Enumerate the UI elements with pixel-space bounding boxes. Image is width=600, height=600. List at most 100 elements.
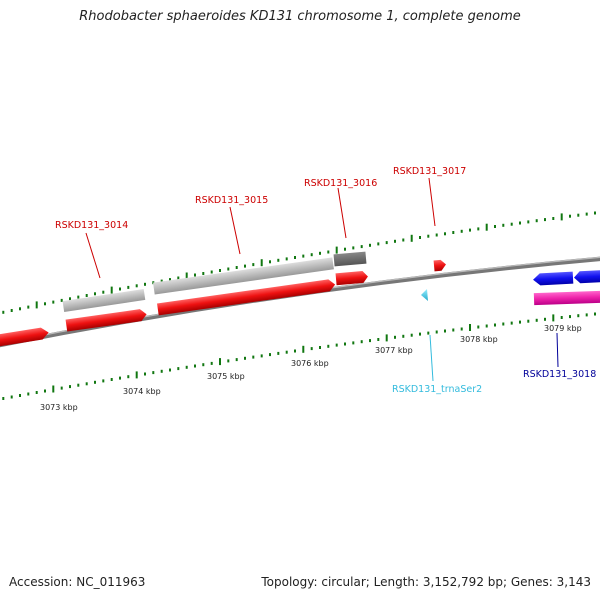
tick-mark [352, 341, 355, 345]
gene-label: RSKD131_3014 [55, 220, 128, 231]
tick-mark [527, 220, 530, 224]
tick-mark [452, 328, 455, 332]
cds-arrow-3014[interactable] [65, 308, 148, 332]
scale-label: 3074 kbp [123, 387, 161, 396]
tick-mark [102, 379, 105, 383]
tick-mark [127, 285, 130, 289]
tick-mark [435, 233, 438, 237]
tick-mark [419, 332, 421, 336]
outer-tick-row [2, 211, 596, 314]
leader-3014 [85, 232, 101, 279]
tick-mark [185, 365, 188, 369]
tick-mark [502, 223, 505, 227]
cds-arrow-left[interactable] [0, 327, 50, 348]
tick-mark [344, 342, 346, 346]
tick-mark [502, 322, 505, 326]
tick-mark [302, 345, 305, 353]
pink-bar-3018[interactable] [533, 290, 600, 306]
trna-arrow-ser2[interactable] [421, 289, 428, 301]
tick-mark [544, 317, 546, 321]
tick-mark [494, 323, 496, 327]
tick-mark [160, 279, 163, 283]
tick-mark [352, 246, 355, 250]
cds-arrow-3017[interactable] [433, 259, 447, 272]
tick-mark [460, 327, 463, 331]
tick-mark [494, 225, 496, 228]
cds-arrow-3015[interactable] [157, 279, 336, 316]
gene-bar-3016[interactable] [333, 251, 367, 267]
cds-arrow-3016[interactable] [335, 270, 369, 286]
tick-mark [344, 247, 346, 251]
scale-label: 3078 kbp [460, 335, 498, 344]
tick-mark [60, 386, 63, 390]
tick-mark [569, 315, 571, 319]
tick-mark [410, 333, 413, 337]
tick-mark [569, 214, 571, 218]
tick-mark [385, 334, 388, 342]
gene-bar-3015[interactable] [153, 257, 334, 295]
tick-mark [477, 325, 480, 329]
tick-mark [285, 350, 288, 354]
tick-mark [19, 307, 21, 311]
tick-mark [10, 309, 13, 312]
tick-mark [302, 254, 305, 258]
tick-mark [227, 267, 230, 271]
accession-text: Accession: NC_011963 [9, 575, 146, 589]
scale-label: 3076 kbp [291, 359, 329, 368]
tick-mark [402, 238, 405, 242]
tick-mark [294, 349, 296, 353]
tick-mark [219, 358, 221, 366]
tick-mark [444, 329, 446, 333]
cds-arrow-3018[interactable] [533, 269, 600, 286]
tick-mark [194, 364, 196, 368]
tick-mark [69, 385, 71, 389]
tick-mark [110, 378, 113, 381]
tick-mark [327, 250, 330, 254]
tick-mark [227, 359, 230, 363]
leader-3015 [229, 206, 241, 255]
tick-mark [244, 264, 246, 268]
tick-mark [444, 232, 446, 236]
tick-mark [510, 321, 513, 325]
tick-mark [85, 382, 88, 386]
gene-label: RSKD131_3015 [195, 195, 268, 206]
tick-mark [419, 236, 421, 239]
tick-mark [44, 302, 46, 306]
tick-mark [252, 263, 255, 267]
tick-mark [469, 324, 471, 331]
tick-mark [269, 260, 271, 264]
tick-mark [560, 316, 563, 319]
tick-mark [485, 324, 488, 328]
map-title: Rhodobacter sphaeroides KD131 chromosome… [79, 9, 521, 24]
tick-mark [477, 227, 480, 231]
tick-mark [527, 319, 530, 323]
tick-mark [319, 346, 321, 349]
scale-label: 3073 kbp [40, 403, 78, 412]
tick-mark [160, 369, 163, 373]
tick-mark [535, 219, 538, 223]
scale-label: 3077 kbp [375, 346, 413, 355]
tick-mark [594, 312, 596, 316]
tick-mark [144, 372, 146, 376]
tick-mark [135, 371, 138, 379]
tick-mark [577, 213, 580, 217]
tick-mark [252, 355, 255, 359]
gene-label: RSKD131_trnaSer2 [392, 384, 482, 395]
tick-mark [485, 223, 488, 231]
tick-mark [585, 212, 588, 216]
scale-label: 3079 kbp [544, 324, 582, 333]
tick-mark [52, 300, 55, 304]
tick-mark [369, 243, 371, 247]
tick-mark [285, 257, 288, 261]
tick-mark [210, 270, 213, 274]
tick-mark [27, 392, 30, 396]
tick-mark [185, 272, 188, 280]
tick-mark [202, 272, 205, 275]
tick-mark [310, 253, 313, 257]
tick-mark [519, 221, 521, 225]
tick-mark [294, 256, 296, 259]
tick-mark [169, 368, 171, 372]
tick-mark [119, 376, 121, 380]
gene-bar-3014[interactable] [62, 289, 146, 313]
tick-mark [377, 338, 380, 341]
